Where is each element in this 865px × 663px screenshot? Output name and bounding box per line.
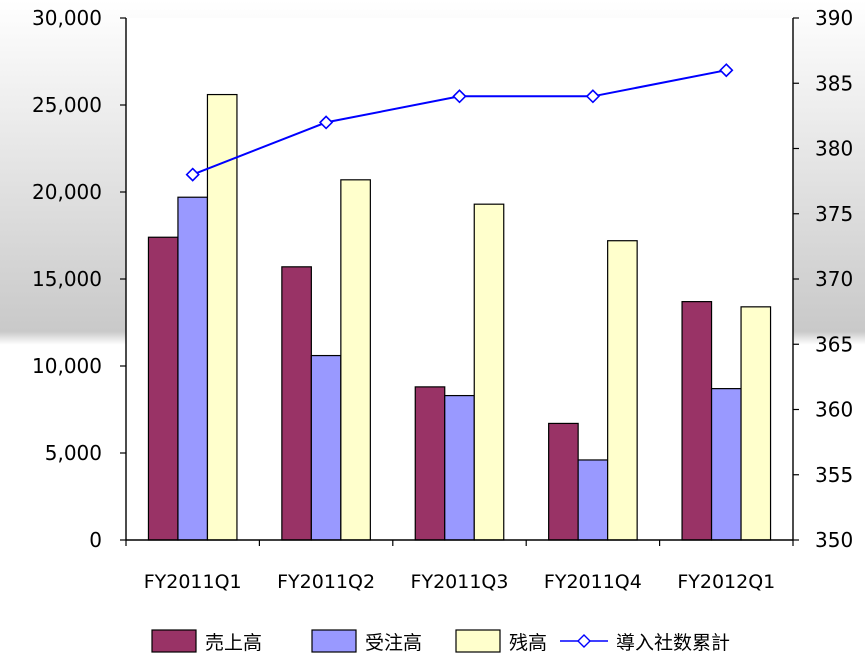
x-tick-label-2: FY2011Q2 xyxy=(277,571,375,593)
bar-2-5 xyxy=(710,388,742,541)
left-tick-label-6: 25,000 xyxy=(32,93,102,117)
bar-3-3 xyxy=(473,203,505,541)
ticks-layer: 0 5,000 10,000 15,000 20,000 25,000 30,000 350 3… xyxy=(32,6,853,593)
line-point-1 xyxy=(185,167,200,182)
line-point-4 xyxy=(585,89,601,104)
x-tick-label-5: FY2012Q1 xyxy=(677,571,775,593)
bar-3-4 xyxy=(607,240,638,541)
bar-2-2 xyxy=(310,354,342,541)
bar-2-4 xyxy=(577,459,609,541)
left-tick-label-5: 20,000 xyxy=(32,180,102,204)
line-point-5 xyxy=(719,63,734,78)
legend-item-4: 導入社数累計 xyxy=(560,632,730,654)
left-tick-label-2: 5,000 xyxy=(45,441,102,465)
legend-label-3: 残高 xyxy=(509,632,547,654)
bar-3-2 xyxy=(340,179,371,541)
x-tick-label-4: FY2011Q4 xyxy=(544,571,642,593)
left-tick-label-3: 10,000 xyxy=(32,354,102,378)
legend-swatch-1 xyxy=(151,629,197,653)
line-layer xyxy=(185,63,734,182)
legend-label-2: 受注高 xyxy=(365,632,422,654)
left-tick-label-4: 15,000 xyxy=(32,267,102,291)
legend-label-4: 導入社数累計 xyxy=(616,632,730,654)
left-tick-label-7: 30,000 xyxy=(32,6,102,30)
legend-label-1: 売上高 xyxy=(205,632,262,654)
bar-1-4 xyxy=(548,422,579,541)
x-tick-label-3: FY2011Q3 xyxy=(411,571,509,593)
bar-1-5 xyxy=(681,301,713,541)
bar-3-1 xyxy=(206,93,238,541)
bar-1-3 xyxy=(414,386,446,541)
bar-2-1 xyxy=(177,196,209,541)
line-point-2 xyxy=(318,115,334,130)
bar-1-2 xyxy=(281,266,312,541)
bars-layer xyxy=(147,93,772,541)
line-point-3 xyxy=(452,89,467,104)
right-tick-label-4: 365 xyxy=(815,332,853,356)
right-tick-label-1: 350 xyxy=(815,528,853,552)
legend-item-3: 残高 xyxy=(455,629,547,654)
legend-swatch-3 xyxy=(455,629,501,653)
right-tick-label-2: 355 xyxy=(815,463,853,487)
left-tick-label-1: 0 xyxy=(89,528,102,552)
bar-3-5 xyxy=(740,306,772,541)
right-tick-label-9: 390 xyxy=(815,6,853,30)
legend-marker-4 xyxy=(577,634,591,648)
right-tick-label-3: 360 xyxy=(815,398,853,422)
right-tick-label-8: 385 xyxy=(815,71,853,95)
x-tick-label-1: FY2011Q1 xyxy=(144,571,242,593)
right-tick-label-6: 375 xyxy=(815,202,853,226)
legend: 売上高 受注高 残高 導入社数累計 xyxy=(151,629,730,654)
right-tick-label-5: 370 xyxy=(815,267,853,291)
legend-swatch-2 xyxy=(311,629,357,653)
right-tick-label-7: 380 xyxy=(815,137,853,161)
legend-item-2: 受注高 xyxy=(311,629,422,654)
bar-1-1 xyxy=(147,236,179,541)
bar-2-3 xyxy=(444,394,475,541)
legend-item-1: 売上高 xyxy=(151,629,262,654)
